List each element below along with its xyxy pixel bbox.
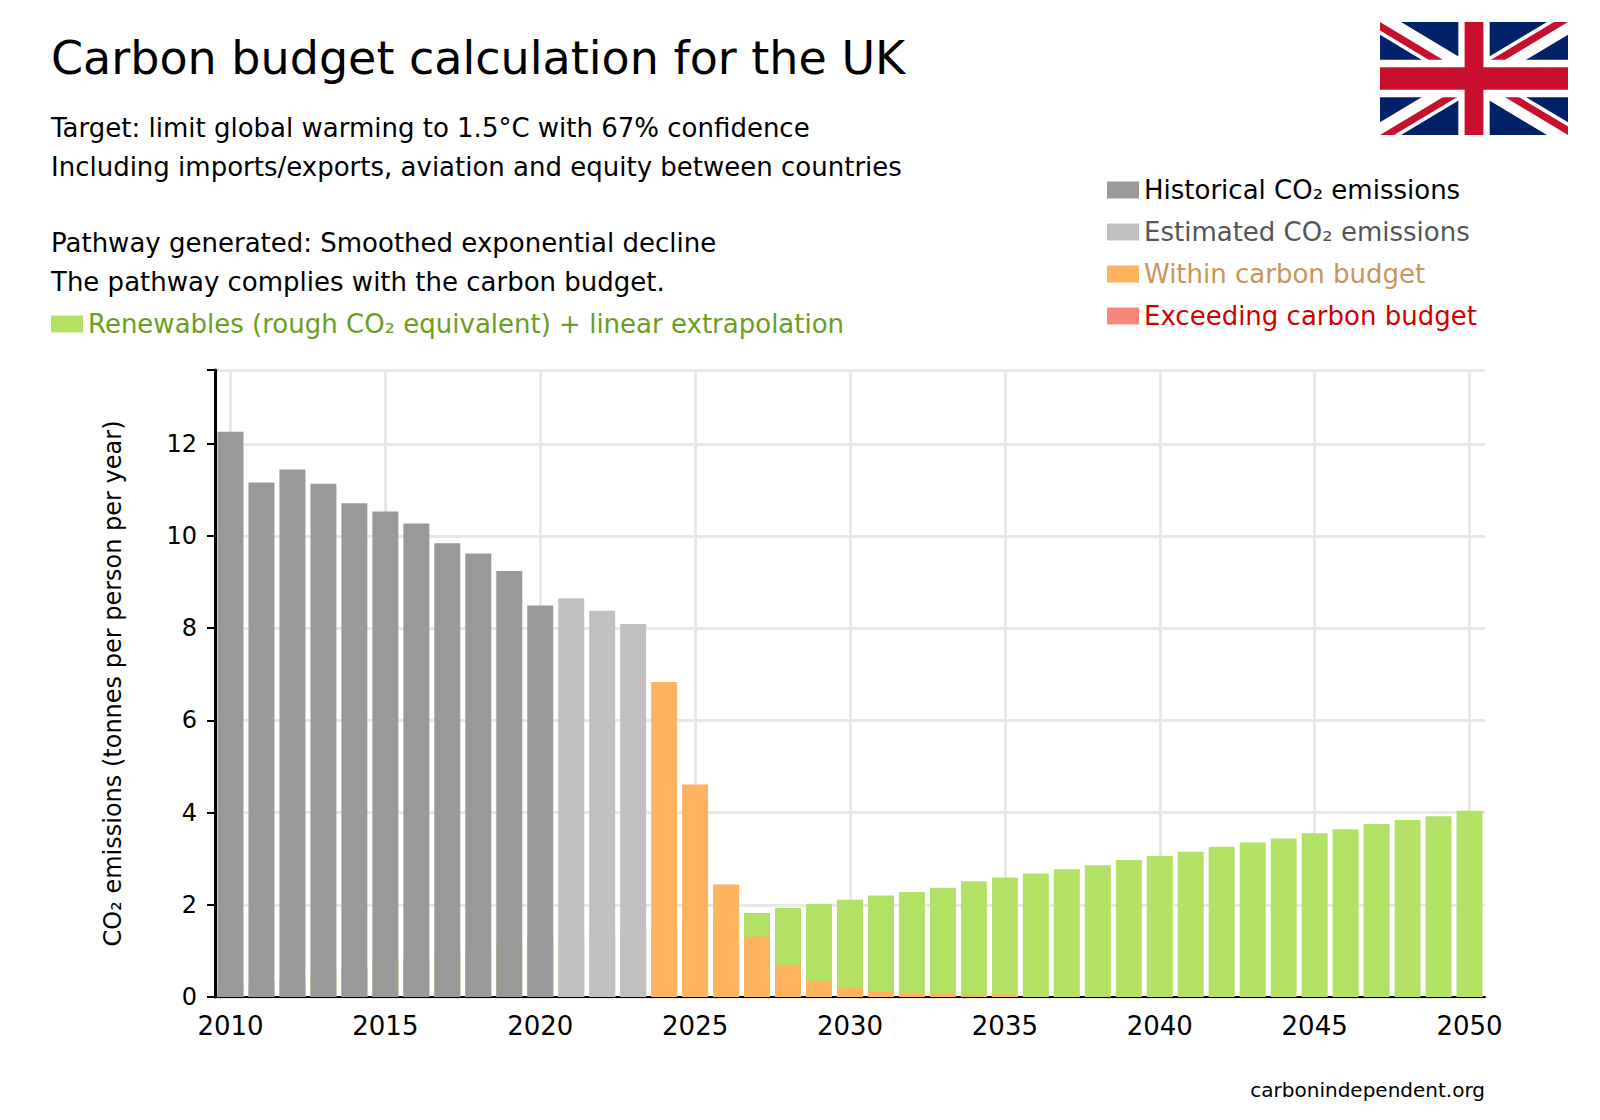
svg-text:6: 6 (182, 706, 197, 734)
svg-text:0: 0 (182, 983, 197, 1011)
svg-text:4: 4 (182, 799, 197, 827)
svg-text:Historical CO₂ emissions: Historical CO₂ emissions (1144, 175, 1460, 205)
svg-text:Target: limit global warming t: Target: limit global warming to 1.5°C wi… (50, 113, 810, 143)
svg-text:Pathway generated: Smoothed ex: Pathway generated: Smoothed exponential … (51, 228, 716, 258)
svg-text:Carbon budget calculation for: Carbon budget calculation for the UK (51, 31, 907, 85)
svg-text:The pathway complies with the: The pathway complies with the carbon bud… (50, 267, 665, 297)
svg-text:CO₂ emissions (tonnes per pers: CO₂ emissions (tonnes per person per yea… (99, 421, 127, 947)
svg-text:2025: 2025 (662, 1011, 728, 1041)
svg-text:2015: 2015 (352, 1011, 418, 1041)
svg-text:2045: 2045 (1282, 1011, 1348, 1041)
svg-text:carbonindependent.org: carbonindependent.org (1250, 1078, 1485, 1102)
svg-text:2030: 2030 (817, 1011, 883, 1041)
svg-text:2010: 2010 (197, 1011, 263, 1041)
svg-text:Exceeding carbon budget: Exceeding carbon budget (1144, 301, 1477, 331)
svg-text:2: 2 (182, 891, 197, 919)
svg-text:Within carbon budget: Within carbon budget (1144, 259, 1425, 289)
svg-text:8: 8 (182, 614, 197, 642)
svg-text:Including imports/exports, avi: Including imports/exports, aviation and … (51, 152, 902, 182)
svg-text:2040: 2040 (1127, 1011, 1193, 1041)
svg-text:Estimated CO₂ emissions: Estimated CO₂ emissions (1144, 217, 1470, 247)
svg-text:Renewables (rough CO₂ equivale: Renewables (rough CO₂ equivalent) + line… (88, 309, 844, 339)
svg-text:2020: 2020 (507, 1011, 573, 1041)
svg-text:2035: 2035 (972, 1011, 1038, 1041)
svg-text:12: 12 (166, 430, 197, 458)
svg-text:10: 10 (166, 522, 197, 550)
svg-text:2050: 2050 (1436, 1011, 1502, 1041)
